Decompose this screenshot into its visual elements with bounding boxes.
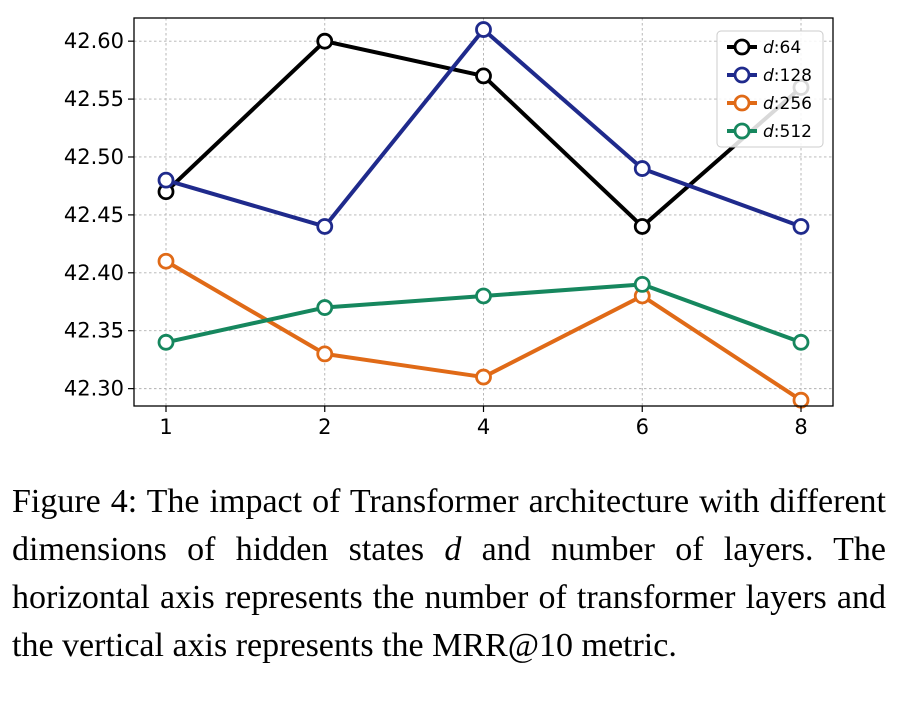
legend-marker <box>733 122 751 140</box>
data-point <box>157 333 175 351</box>
legend-item: d:512 <box>727 122 812 142</box>
legend-label-value: :512 <box>774 122 812 142</box>
series-3 <box>157 275 810 351</box>
data-point <box>157 252 175 270</box>
figure-caption: Figure 4: The impact of Transformer arch… <box>12 478 886 670</box>
legend-box <box>716 30 824 148</box>
data-point <box>792 333 810 351</box>
y-tick-label: 42.40 <box>64 261 124 285</box>
data-point <box>633 275 651 293</box>
data-point <box>633 218 651 235</box>
x-tick-label: 2 <box>318 415 331 439</box>
x-axis-ticks: 1 2 4 6 8 <box>159 406 808 439</box>
legend-marker <box>733 66 751 84</box>
legend-item: d:128 <box>727 66 812 86</box>
data-point <box>316 299 334 316</box>
data-point <box>475 368 492 386</box>
x-tick-label: 8 <box>794 415 807 439</box>
caption-lead: Figure 4: The impact of Transformer arch… <box>12 483 886 568</box>
line-chart: 42.30 42.35 42.40 42.45 42.50 42.55 42.60 1 2 4 6… <box>64 17 834 439</box>
data-point <box>475 67 492 85</box>
y-tick-label: 42.55 <box>64 87 124 111</box>
series-0 <box>157 32 810 235</box>
x-tick-label: 4 <box>477 415 490 439</box>
data-point <box>157 171 175 189</box>
legend-label: d:64 <box>763 38 801 58</box>
data-point <box>316 32 334 50</box>
series-lines <box>157 21 810 409</box>
legend-label-value: :64 <box>774 38 801 58</box>
y-tick-label: 42.45 <box>64 203 124 227</box>
x-tick-label: 6 <box>636 415 649 439</box>
data-point <box>792 391 810 409</box>
data-point <box>316 218 334 235</box>
caption-tail: and number of layers. The horizontal axi… <box>12 531 886 664</box>
y-tick-label: 42.50 <box>64 145 124 169</box>
legend-label-variable: d <box>763 122 774 142</box>
data-point <box>475 21 492 38</box>
x-tick-label: 1 <box>159 415 172 439</box>
legend-label: d:512 <box>763 122 812 142</box>
legend-label-variable: d <box>763 94 774 114</box>
y-tick-label: 42.60 <box>64 29 124 53</box>
caption-variable: d <box>444 531 462 568</box>
data-point <box>792 218 810 235</box>
legend-label-variable: d <box>763 38 774 58</box>
legend-item: d:64 <box>727 38 801 58</box>
legend-item: d:256 <box>727 94 812 114</box>
legend-label-variable: d <box>763 66 774 86</box>
legend-label: d:128 <box>763 66 812 86</box>
series-2 <box>157 252 810 409</box>
data-point <box>316 345 334 363</box>
legend-label: d:256 <box>763 94 812 114</box>
legend-marker <box>733 38 751 56</box>
legend-label-value: :256 <box>774 94 812 114</box>
legend-label-value: :128 <box>774 66 812 86</box>
y-axis-ticks: 42.30 42.35 42.40 42.45 42.50 42.55 42.60 <box>64 29 134 401</box>
legend-marker <box>733 94 751 112</box>
data-point <box>633 160 651 177</box>
data-point <box>475 287 492 305</box>
y-tick-label: 42.35 <box>64 319 124 343</box>
y-tick-label: 42.30 <box>64 377 124 401</box>
series-1 <box>157 21 810 235</box>
